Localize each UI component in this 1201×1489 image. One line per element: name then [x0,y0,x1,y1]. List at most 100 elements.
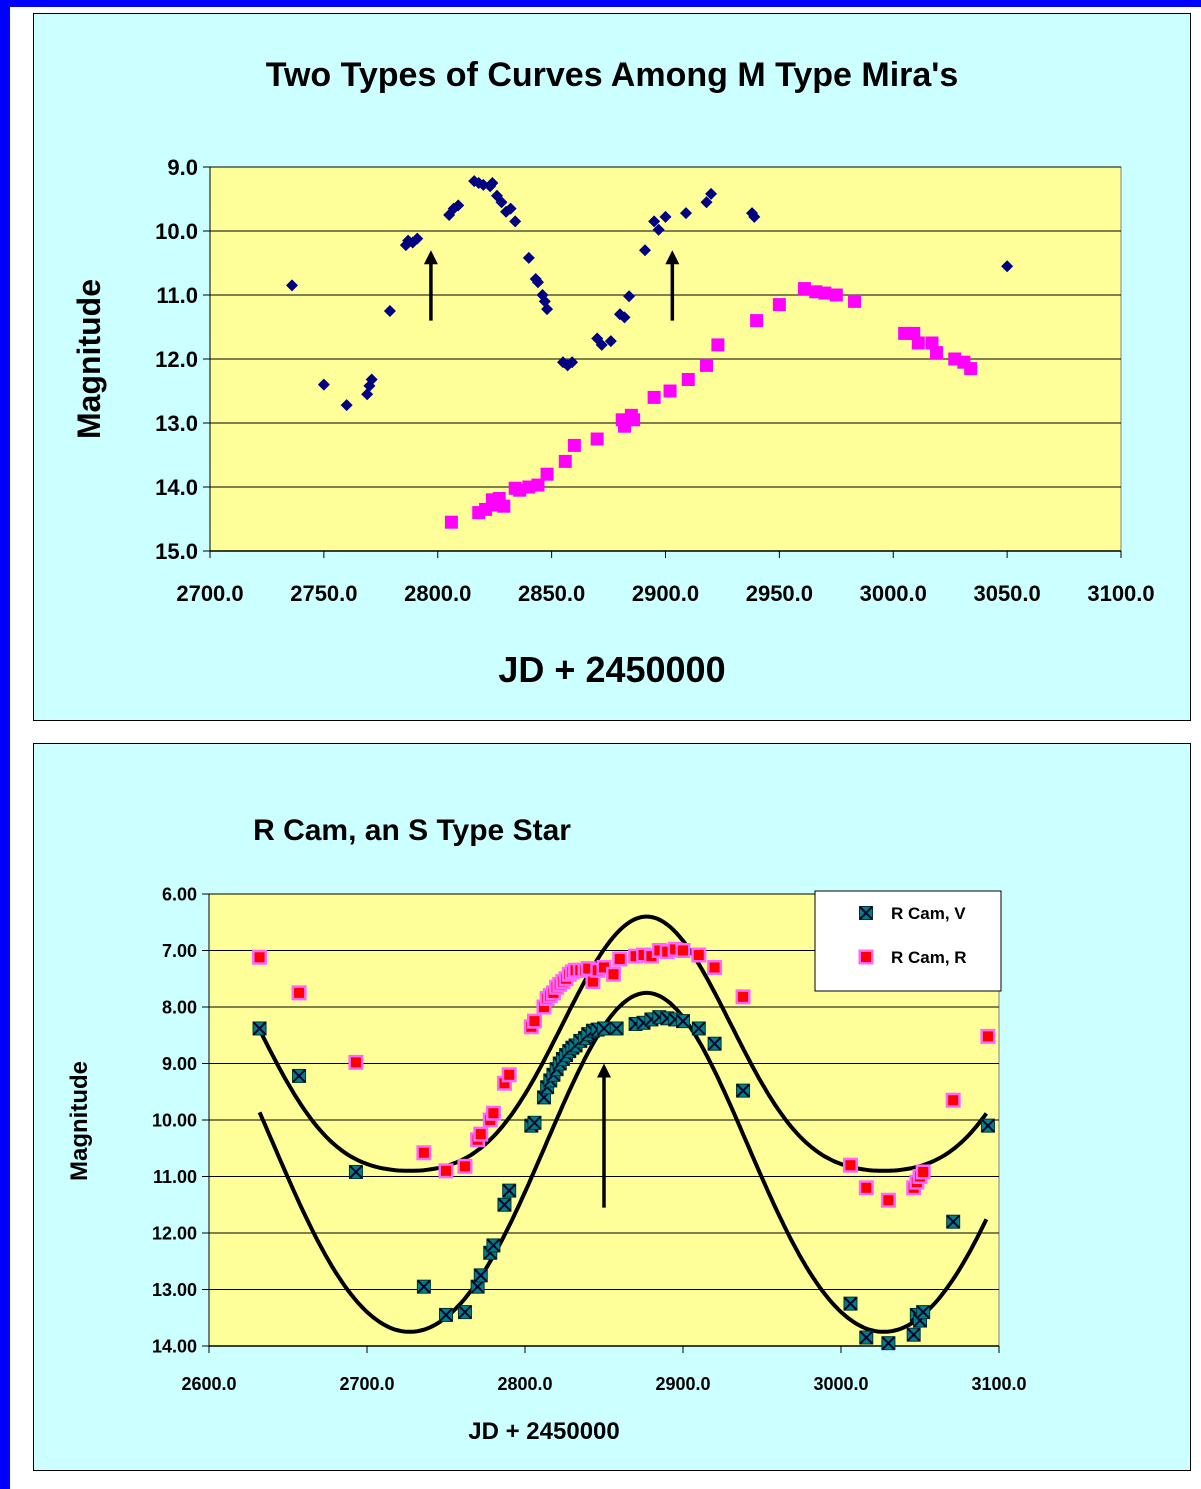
legend-label-v: R Cam, V [891,904,966,923]
data-point-diamond [700,196,713,209]
data-point-v-cross [736,1083,750,1098]
data-point-r-inner [861,1182,872,1193]
x-axis-label: JD + 2450000 [498,649,725,690]
data-point-diamond [639,244,652,257]
y-tick-label: 9.0 [167,155,198,180]
data-point-square [567,438,581,452]
data-point-r-inner [678,945,688,956]
data-point-v-cross [417,1279,431,1294]
legend-marker-r [858,949,874,965]
legend-marker-v [859,906,873,920]
data-point-diamond [317,378,330,391]
legend-label-r: R Cam, R [891,948,967,967]
chart-m-type-miras: Two Types of Curves Among M Type Mira's … [71,56,1155,690]
data-point-square [647,390,661,404]
data-point-r-inner [738,991,749,1002]
data-point-r-inner [662,946,673,957]
data-point-r-inner [982,1031,993,1042]
y-tick-label: 13.00 [152,1280,197,1300]
x-tick-label: 2900.0 [655,1374,710,1394]
data-point-r-inner [845,1160,856,1171]
data-point-r-inner [883,1195,894,1206]
x-tick-label: 2750.0 [290,581,357,606]
data-point-diamond [495,196,508,209]
x-tick-label: 2800.0 [497,1374,552,1394]
frame-left-border [0,0,10,1489]
data-point-v-cross [527,1116,542,1130]
x-tick-label: 2850.0 [518,581,585,606]
legend: R Cam, V R Cam, R [814,890,1002,992]
data-point-diamond [623,290,636,303]
x-tick-label: 2700.0 [339,1374,394,1394]
data-point-v-cross [676,1014,690,1028]
data-point-v-cross [946,1214,960,1229]
data-point-diamond [648,215,661,228]
annotations [597,1063,611,1208]
data-point-diamond [705,187,718,200]
data-point-v-cross [252,1021,267,1036]
x-tick-label: 2700.0 [176,581,243,606]
x-tick-label: 2600.0 [181,1374,236,1394]
data-point-r-inner [670,944,681,955]
data-point-v-cross [859,1330,873,1345]
x-tick-label: 2900.0 [632,581,699,606]
data-point-r-inner [948,1095,959,1106]
data-point-v-cross [597,1021,611,1036]
data-point-square [699,358,713,372]
data-point-square [750,314,764,328]
data-point-v-cross [692,1021,706,1036]
data-point-diamond [365,373,378,386]
data-point-v-cross [981,1118,995,1133]
data-point-square [681,372,695,386]
x-tick-label: 3100.0 [1087,581,1154,606]
data-point-diamond [285,279,298,292]
arrow-head [665,250,680,265]
data-point-r-inner [504,1069,515,1080]
data-point-diamond [522,251,535,264]
data-point-r-inner [587,976,598,987]
data-point-r-inner [599,962,609,973]
data-point-square [911,336,925,350]
data-point-square [711,338,725,352]
data-point-square [558,454,572,468]
data-point-v-cross [843,1296,858,1311]
y-tick-label: 14.0 [155,475,198,500]
data-point-r-inner [488,1108,499,1119]
data-point-v-cross [707,1037,722,1051]
x-tick-label: 3100.0 [971,1374,1026,1394]
legend-box [814,890,1002,992]
data-point-v-cross [470,1279,485,1294]
y-axis-label: Magnitude [71,279,107,439]
data-point-diamond [361,388,374,401]
gridlines [203,166,1122,558]
data-point-r-inner [475,1129,486,1140]
data-point-diamond [531,276,544,289]
data-point-diamond [411,232,424,245]
data-point-r-inner [583,963,594,974]
data-point-v-cross [497,1198,512,1212]
y-tick-label: 10.0 [155,219,198,244]
data-point-diamond [679,207,692,220]
chart-panel-r-cam: R Cam, an S Type Star 6.00 7.00 8.00 9.00 10… [33,743,1191,1471]
data-point-r-inner [499,1078,510,1089]
y-tick-label: 12.00 [152,1223,197,1243]
data-point-v-cross [292,1069,306,1083]
data-point-r-inner [538,1002,549,1012]
data-point-r-inner [630,951,641,962]
data-point-diamond [452,199,465,212]
data-point-v-cross [609,1021,624,1036]
data-point-square [627,413,641,427]
arrow-head [423,250,438,265]
y-tick-labels: 9.0 10.0 11.0 12.0 13.0 14.0 15.0 [155,155,198,564]
data-point-r-inner [608,969,619,980]
data-point-diamond [541,303,554,316]
legend-marker-v-shape-cross [859,906,873,920]
data-point-r-inner [350,1057,361,1068]
fit-curves [257,914,989,1334]
data-point-square [930,346,944,360]
data-point-diamond [509,215,522,228]
data-point-v-cross [474,1268,488,1283]
data-point-r-inner [918,1166,929,1177]
data-point-square [818,286,832,300]
chart-r-cam: R Cam, an S Type Star 6.00 7.00 8.00 9.00 10… [66,814,1027,1445]
